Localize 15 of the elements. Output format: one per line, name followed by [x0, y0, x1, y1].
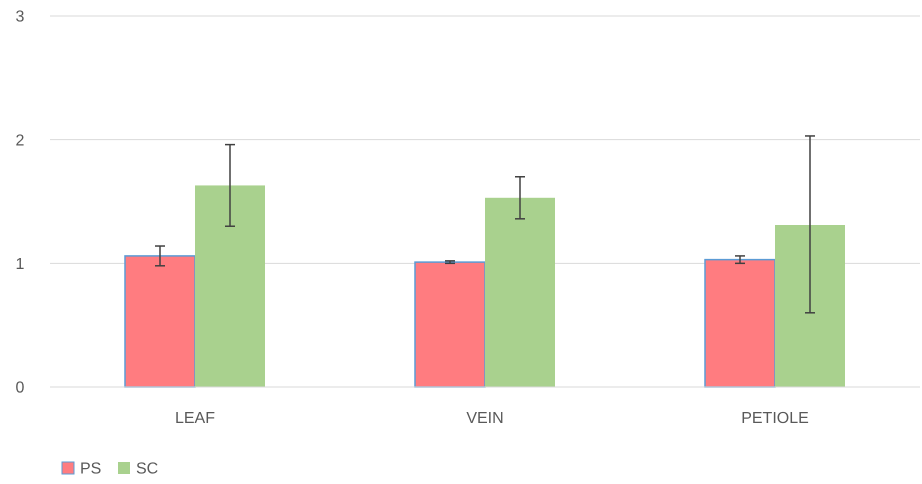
y-tick-label: 3: [16, 8, 25, 26]
y-tick-label: 1: [16, 256, 25, 273]
bar: [414, 261, 486, 388]
bar: [704, 258, 776, 388]
y-tick-label: 0: [16, 380, 25, 397]
x-tick-label: PETIOLE: [741, 410, 809, 427]
bar: [485, 198, 555, 387]
y-tick-label: 2: [16, 132, 25, 150]
bar: [124, 255, 196, 388]
bar: [775, 224, 845, 387]
x-tick-label: VEIN: [466, 410, 504, 427]
x-tick-label: LEAF: [174, 410, 216, 427]
legend-label: SC: [136, 460, 158, 478]
legend-label: PS: [80, 460, 102, 478]
bar: [195, 185, 265, 387]
